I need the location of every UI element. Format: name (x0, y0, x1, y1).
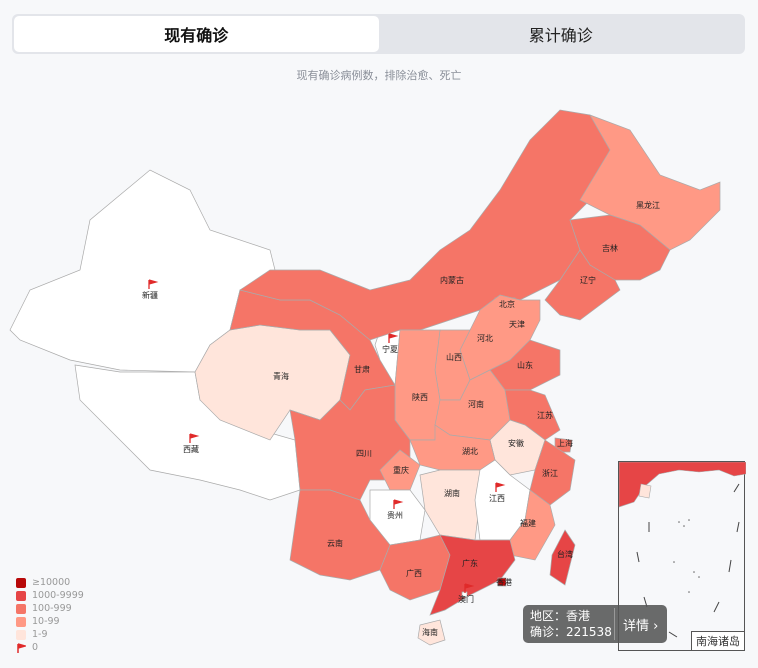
province-label: 河南 (468, 399, 484, 409)
legend-item[interactable]: 1-9 (16, 628, 84, 641)
province-label: 河北 (477, 333, 493, 343)
province-label: 吉林 (602, 243, 618, 253)
flag-icon (388, 333, 399, 343)
tab-cumulative-confirmed[interactable]: 累计确诊 (528, 26, 593, 45)
province-label: 广西 (406, 568, 422, 578)
province-28[interactable] (379, 534, 451, 601)
legend-swatch (16, 616, 26, 627)
details-button[interactable]: 详情 › (623, 618, 659, 634)
province-label: 宁夏 (382, 344, 398, 354)
legend-swatch (16, 590, 26, 601)
region-tooltip: 地区：香港 确诊：221538 详情 › (523, 605, 667, 643)
province-19[interactable] (409, 424, 496, 471)
legend-label: ≥10000 (32, 577, 71, 588)
flag-icon (17, 642, 26, 653)
province-label: 湖北 (462, 447, 478, 456)
legend-label: 1-9 (32, 629, 48, 640)
province-label: 山东 (517, 360, 533, 370)
province-label: 广东 (462, 558, 478, 568)
map-subtitle: 现有确诊病例数，排除治愈、死亡 (296, 69, 462, 82)
legend-swatch (16, 629, 26, 640)
province-label: 安徽 (508, 438, 524, 448)
province-label: 江西 (489, 494, 505, 503)
legend-swatch (16, 577, 26, 588)
province-label: 内蒙古 (440, 275, 464, 285)
tooltip-region: 香港 (566, 609, 591, 623)
province-label: 山西 (446, 352, 462, 362)
legend-item[interactable]: 0 (16, 641, 84, 654)
province-label: 浙江 (542, 468, 558, 478)
province-label: 甘肃 (354, 364, 370, 374)
province-label: 贵州 (387, 510, 403, 520)
province-label: 台湾 (557, 549, 573, 559)
legend-label: 0 (32, 642, 39, 653)
tooltip-info: 地区：香港 确诊：221538 (523, 608, 615, 640)
flag-icon (464, 583, 475, 593)
province-label: 湖南 (444, 488, 460, 498)
province-31[interactable] (497, 577, 507, 587)
province-23[interactable] (419, 469, 481, 541)
tab-bar: 现有确诊 累计确诊 (12, 14, 745, 54)
province-label: 黑龙江 (636, 200, 660, 210)
province-13[interactable] (394, 329, 441, 441)
flag-icon (495, 482, 506, 492)
tab-current-confirmed[interactable]: 现有确诊 (14, 16, 379, 52)
province-29[interactable] (429, 534, 516, 616)
province-label: 云南 (327, 538, 343, 548)
legend-swatch (16, 603, 26, 614)
province-12[interactable] (434, 329, 471, 401)
legend-label: 100-999 (32, 603, 72, 614)
legend: ≥10000 1000-9999 100-999 10-99 1-9 0 (16, 576, 84, 654)
province-label: 香港 (496, 577, 512, 587)
province-label: 江苏 (537, 410, 553, 420)
province-label: 重庆 (393, 465, 409, 475)
province-33[interactable] (417, 619, 446, 646)
legend-item[interactable]: 1000-9999 (16, 589, 84, 602)
province-21[interactable] (379, 449, 421, 491)
tooltip-count: 221538 (566, 625, 612, 639)
province-label: 西藏 (183, 444, 199, 454)
legend-item[interactable]: 100-999 (16, 602, 84, 615)
province-label: 陕西 (412, 392, 428, 402)
province-label: 四川 (356, 449, 372, 458)
flag-icon (393, 499, 404, 509)
flag-icon (148, 279, 159, 289)
province-label: 福建 (520, 518, 536, 528)
flag-icon (189, 433, 200, 443)
province-label: 天津 (509, 319, 525, 329)
tooltip-region-label: 地区： (530, 609, 567, 623)
south-china-sea-inset: 南海诸岛 (618, 461, 747, 651)
province-30[interactable] (549, 529, 576, 586)
province-label: 澳门 (458, 594, 474, 604)
legend-item[interactable]: 10-99 (16, 615, 84, 628)
province-label: 青海 (273, 371, 289, 381)
province-label: 上海 (557, 438, 573, 448)
province-8[interactable] (544, 249, 621, 321)
tooltip-count-label: 确诊： (530, 625, 567, 639)
legend-label: 1000-9999 (32, 590, 84, 601)
legend-label: 10-99 (32, 616, 60, 627)
inset-label: 南海诸岛 (691, 631, 744, 650)
province-label: 辽宁 (580, 275, 596, 285)
legend-item[interactable]: ≥10000 (16, 576, 84, 589)
province-6[interactable] (579, 114, 721, 251)
province-label: 新疆 (142, 290, 158, 300)
province-label: 海南 (422, 627, 438, 637)
province-label: 北京 (499, 299, 515, 309)
